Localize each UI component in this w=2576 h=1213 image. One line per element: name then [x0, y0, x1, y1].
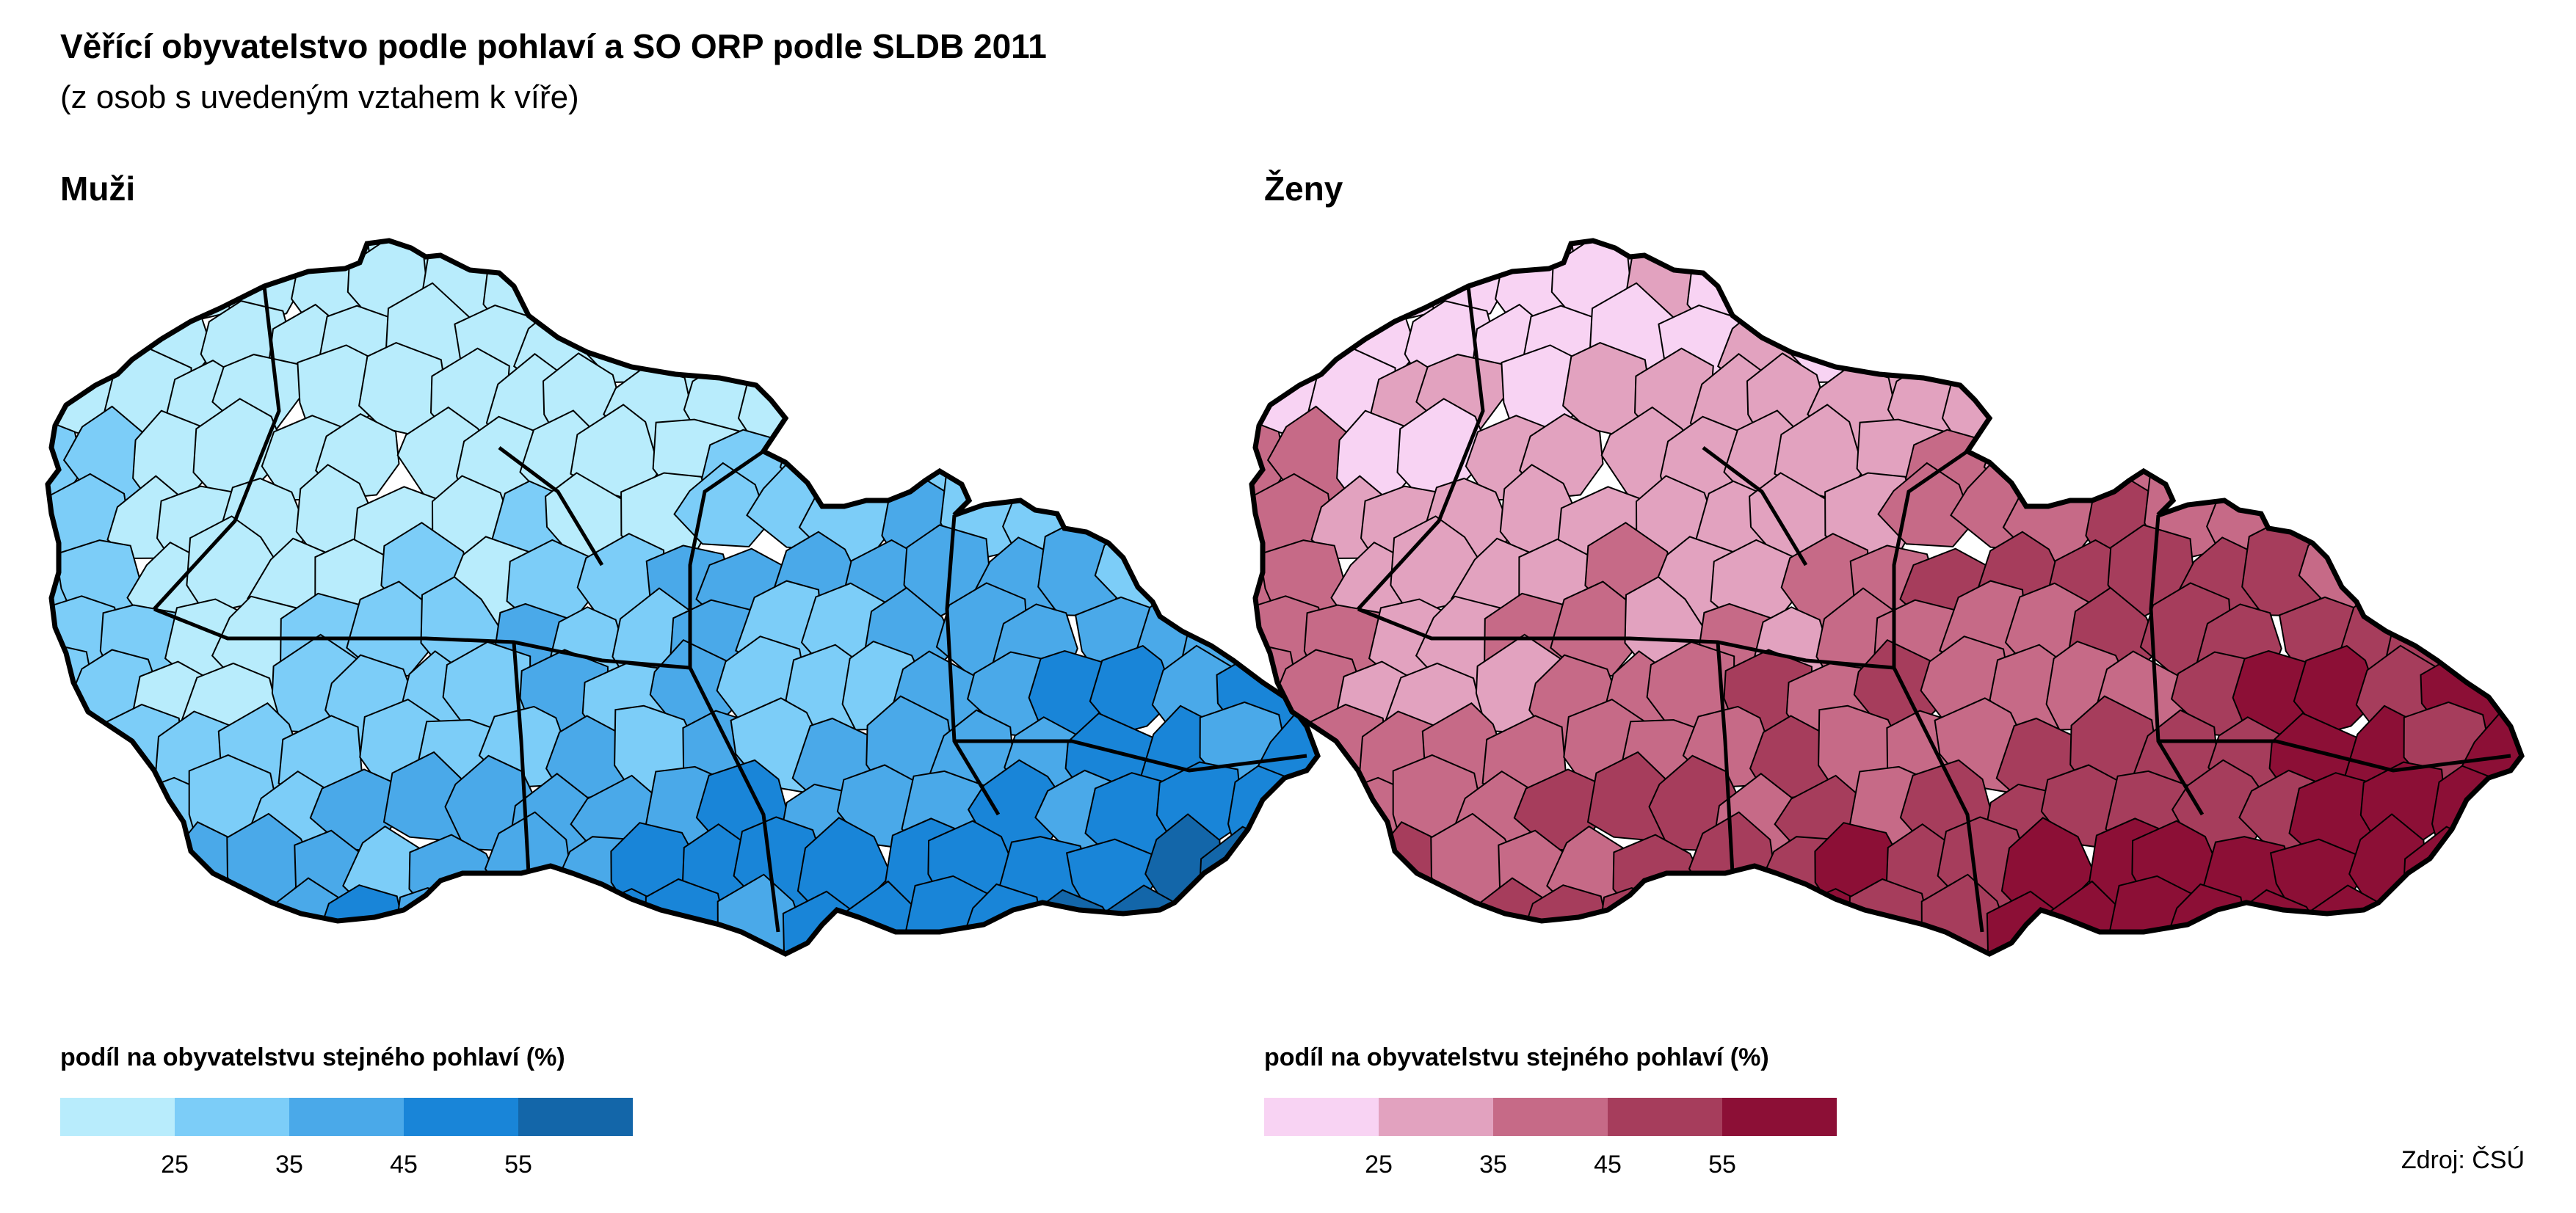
- orp-region: [2174, 415, 2279, 506]
- legend-tick-muzi-35: 35: [275, 1151, 303, 1179]
- region-border: [153, 607, 338, 641]
- chart-subtitle: (z osob s uvedeným vztahem k víře): [60, 79, 579, 115]
- orp-region: [1089, 644, 1176, 735]
- map-regions-zeny: [1252, 241, 2522, 954]
- region-border: [498, 446, 604, 567]
- legend-swatch-zeny-2: [1379, 1098, 1493, 1136]
- legend-tick-zeny-25: 25: [1365, 1151, 1393, 1179]
- region-border: [688, 449, 765, 668]
- legend-tick-muzi-25: 25: [161, 1151, 189, 1179]
- legend-swatch-muzi-1: [60, 1098, 175, 1136]
- region-border: [512, 641, 531, 874]
- legend-swatch-zeny-5: [1722, 1098, 1837, 1136]
- legend-zeny: [1264, 1098, 1837, 1136]
- region-border: [1357, 607, 1542, 641]
- orp-region: [392, 886, 485, 954]
- region-border: [688, 666, 780, 933]
- source-note: Zdroj: ČSÚ: [2401, 1146, 2525, 1174]
- legend-tick-zeny-35: 35: [1479, 1151, 1507, 1179]
- legend-swatch-muzi-4: [404, 1098, 518, 1136]
- legend-tick-muzi-55: 55: [504, 1151, 532, 1179]
- country-outline-muzi: [45, 238, 1321, 957]
- orp-region: [253, 241, 347, 272]
- legend-title-zeny: podíl na obyvatelstvu stejného pohlaví (…: [1264, 1043, 1769, 1071]
- orp-region: [644, 878, 727, 954]
- region-border: [1357, 285, 1485, 611]
- orp-region: [2431, 765, 2522, 863]
- region-border: [1892, 666, 1984, 933]
- region-border: [2149, 514, 2205, 816]
- legend-swatch-muzi-2: [175, 1098, 289, 1136]
- legend-swatch-muzi-5: [518, 1098, 633, 1136]
- region-border: [1892, 449, 1969, 668]
- orp-region: [1596, 886, 1689, 954]
- region-border: [153, 285, 281, 611]
- region-border: [1716, 641, 1735, 874]
- map-zeny: [1249, 238, 2525, 957]
- orp-region: [2293, 644, 2380, 735]
- orp-region: [106, 830, 189, 919]
- legend-muzi: [60, 1098, 633, 1136]
- panel-title-muzi: Muži: [60, 170, 136, 208]
- country-outline-zeny: [1249, 238, 2525, 957]
- legend-swatch-muzi-3: [289, 1098, 404, 1136]
- map-muzi: [45, 238, 1321, 957]
- orp-region: [1310, 830, 1393, 919]
- region-border: [2158, 739, 2511, 773]
- orp-region: [1456, 241, 1550, 272]
- chart-title: Věřící obyvatelstvo podle pohlaví a SO O…: [60, 27, 1047, 65]
- legend-tick-muzi-45: 45: [390, 1151, 418, 1179]
- region-border: [945, 514, 1001, 816]
- panel-title-zeny: Ženy: [1264, 170, 1343, 208]
- map-regions-muzi: [48, 241, 1318, 954]
- orp-region: [1848, 878, 1931, 954]
- legend-swatch-zeny-1: [1264, 1098, 1379, 1136]
- legend-swatch-zeny-3: [1493, 1098, 1608, 1136]
- legend-tick-zeny-45: 45: [1594, 1151, 1622, 1179]
- orp-region: [970, 415, 1075, 506]
- legend-swatch-zeny-4: [1608, 1098, 1722, 1136]
- region-border: [1702, 446, 1808, 567]
- region-border: [954, 739, 1307, 773]
- legend-title-muzi: podíl na obyvatelstvu stejného pohlaví (…: [60, 1043, 565, 1071]
- legend-tick-zeny-55: 55: [1708, 1151, 1736, 1179]
